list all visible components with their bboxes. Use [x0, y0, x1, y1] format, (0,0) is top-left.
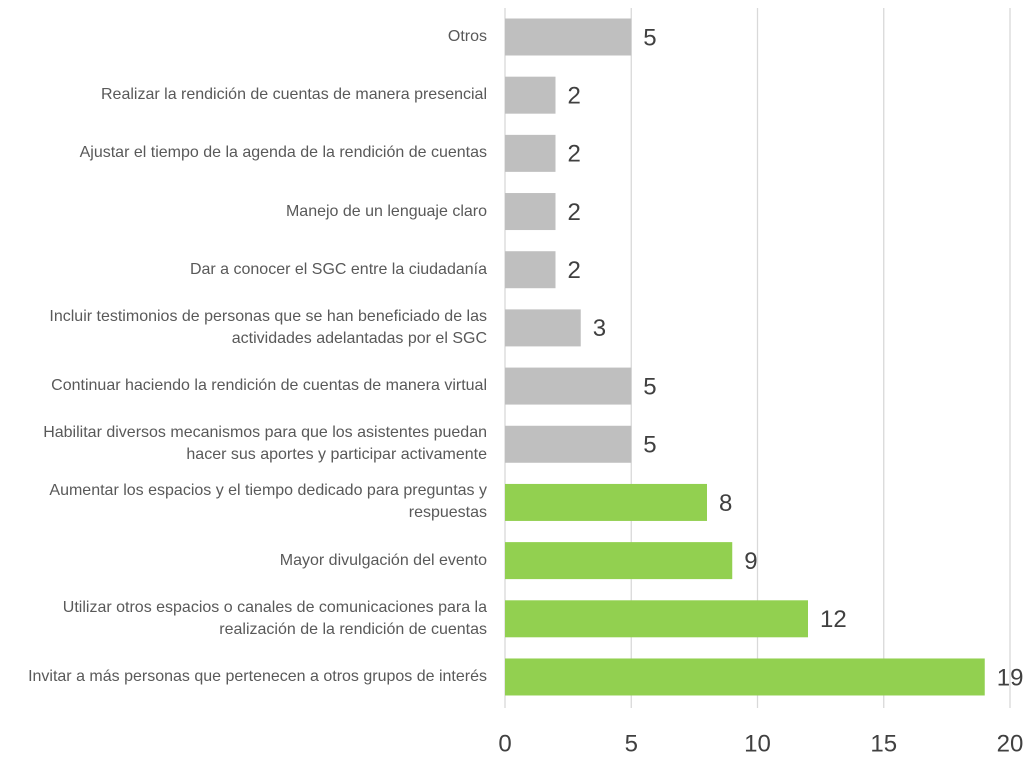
y-tick-label: Otros	[447, 28, 487, 45]
y-tick-label: Invitar a más personas que pertenecen a …	[28, 667, 487, 685]
y-tick-label: Habilitar diversos mecanismos para que l…	[43, 424, 487, 464]
data-label: 19	[997, 664, 1024, 691]
x-tick-label: 10	[744, 730, 771, 757]
bar	[505, 658, 985, 696]
data-label: 12	[820, 606, 847, 633]
bar	[505, 134, 556, 172]
y-tick-label: Continuar haciendo la rendición de cuent…	[51, 377, 487, 395]
data-label: 8	[719, 490, 732, 517]
y-tick-label: Manejo de un lenguaje claro	[285, 202, 487, 220]
bar	[505, 309, 581, 347]
bar	[505, 76, 556, 114]
data-label: 3	[593, 315, 606, 342]
data-label: 5	[643, 432, 656, 459]
y-tick-label: Aumentar los espacios y el tiempo dedica…	[49, 482, 487, 522]
y-tick-label: Ajustar el tiempo de la agenda de la ren…	[79, 144, 487, 162]
data-label: 2	[568, 141, 581, 168]
data-label: 5	[643, 24, 656, 51]
y-tick-label: Mayor divulgación del evento	[279, 551, 487, 569]
y-tick-label: Utilizar otros espacios o canales de com…	[62, 598, 487, 638]
data-label: 2	[568, 83, 581, 110]
bar	[505, 542, 733, 580]
x-tick-label: 0	[498, 730, 511, 757]
x-tick-label: 20	[997, 730, 1024, 757]
y-tick-label: Incluir testimonios de personas que se h…	[49, 307, 487, 347]
data-label: 5	[643, 373, 656, 400]
data-label: 2	[568, 257, 581, 284]
bar	[505, 483, 707, 521]
bar	[505, 193, 556, 231]
data-label: 9	[744, 548, 757, 575]
y-tick-label: Dar a conocer el SGC entre la ciudadanía	[189, 260, 487, 278]
bar	[505, 367, 632, 405]
bar	[505, 251, 556, 289]
x-tick-label: 5	[625, 730, 638, 757]
bar	[505, 600, 808, 638]
bar	[505, 18, 632, 56]
y-tick-label: Realizar la rendición de cuentas de mane…	[101, 86, 487, 104]
x-tick-label: 15	[870, 730, 897, 757]
bar	[505, 425, 632, 463]
data-label: 2	[568, 199, 581, 226]
